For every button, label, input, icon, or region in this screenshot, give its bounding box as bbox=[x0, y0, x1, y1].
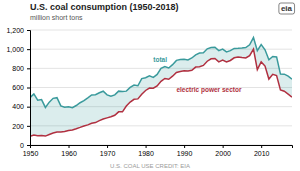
plot-area bbox=[30, 38, 292, 137]
x-tick: 2010 bbox=[254, 145, 270, 157]
y-tick: 200 bbox=[12, 123, 30, 130]
x-tick-label: 2000 bbox=[215, 150, 231, 157]
x-tick-label: 1960 bbox=[61, 150, 77, 157]
y-tick-label: 1,200 bbox=[6, 27, 24, 34]
x-tick-mark bbox=[69, 145, 70, 148]
y-tick-mark bbox=[27, 68, 30, 69]
y-axis: 0 200 400 600 800 1,000 1,200 bbox=[6, 27, 30, 149]
inline-label: electric power sector bbox=[176, 86, 241, 94]
y-tick-mark bbox=[27, 30, 30, 31]
x-tick-label: 2010 bbox=[254, 150, 270, 157]
x-tick: 1970 bbox=[100, 145, 116, 157]
grid-line bbox=[30, 87, 292, 88]
series-line bbox=[30, 38, 292, 108]
x-tick-mark bbox=[146, 145, 147, 148]
x-tick-mark bbox=[261, 145, 262, 148]
y-tick-mark bbox=[27, 145, 30, 146]
y-tick: 1,200 bbox=[6, 27, 30, 34]
x-tick: 1950 bbox=[23, 145, 39, 157]
y-tick-label: 1,000 bbox=[6, 46, 24, 53]
x-tick-label: 1990 bbox=[177, 150, 193, 157]
x-axis: 1950 1960 1970 1980 1990 2000 2010 bbox=[23, 145, 293, 157]
x-tick-mark bbox=[107, 145, 108, 148]
logo: eia bbox=[279, 3, 295, 14]
x-tick: 1980 bbox=[138, 145, 154, 157]
y-axis-line bbox=[27, 31, 31, 146]
logo-text: eia bbox=[281, 4, 293, 13]
grid-line bbox=[30, 30, 292, 31]
y-tick: 800 bbox=[12, 65, 30, 72]
y-tick: 0 bbox=[20, 142, 30, 149]
x-tick: 1990 bbox=[177, 145, 193, 157]
logo-box bbox=[279, 3, 295, 14]
series-line bbox=[30, 49, 292, 136]
y-tick: 1,000 bbox=[6, 46, 30, 53]
x-tick: 2000 bbox=[215, 145, 231, 157]
grid bbox=[30, 30, 292, 145]
y-tick-mark bbox=[27, 126, 30, 127]
x-tick-mark bbox=[184, 145, 185, 148]
fill-between bbox=[30, 38, 292, 137]
y-tick-mark bbox=[27, 88, 30, 89]
y-tick: 600 bbox=[12, 84, 30, 91]
y-tick-label: 800 bbox=[12, 65, 24, 72]
y-tick-label: 0 bbox=[20, 142, 24, 149]
credit: U.S. COAL USE CREDIT: EIA bbox=[110, 163, 190, 169]
chart: 1950 1960 1970 1980 1990 2000 2010 0 200 400 600 80… bbox=[0, 0, 300, 171]
x-tick-label: 1970 bbox=[100, 150, 116, 157]
y-tick-mark bbox=[27, 49, 30, 50]
x-tick-mark bbox=[223, 145, 224, 148]
x-tick: 1960 bbox=[61, 145, 77, 157]
x-tick-label: 1950 bbox=[23, 150, 39, 157]
subtitle: million short tons bbox=[30, 14, 83, 21]
x-axis-line bbox=[31, 146, 293, 149]
y-tick-label: 200 bbox=[12, 123, 24, 130]
title: U.S. coal consumption (1950-2018) bbox=[30, 2, 179, 12]
y-tick-label: 600 bbox=[12, 84, 24, 91]
y-tick: 400 bbox=[12, 103, 30, 110]
inline-label: total bbox=[153, 56, 167, 63]
x-tick-label: 1980 bbox=[138, 150, 154, 157]
y-tick-label: 400 bbox=[12, 103, 24, 110]
y-tick-mark bbox=[27, 107, 30, 108]
